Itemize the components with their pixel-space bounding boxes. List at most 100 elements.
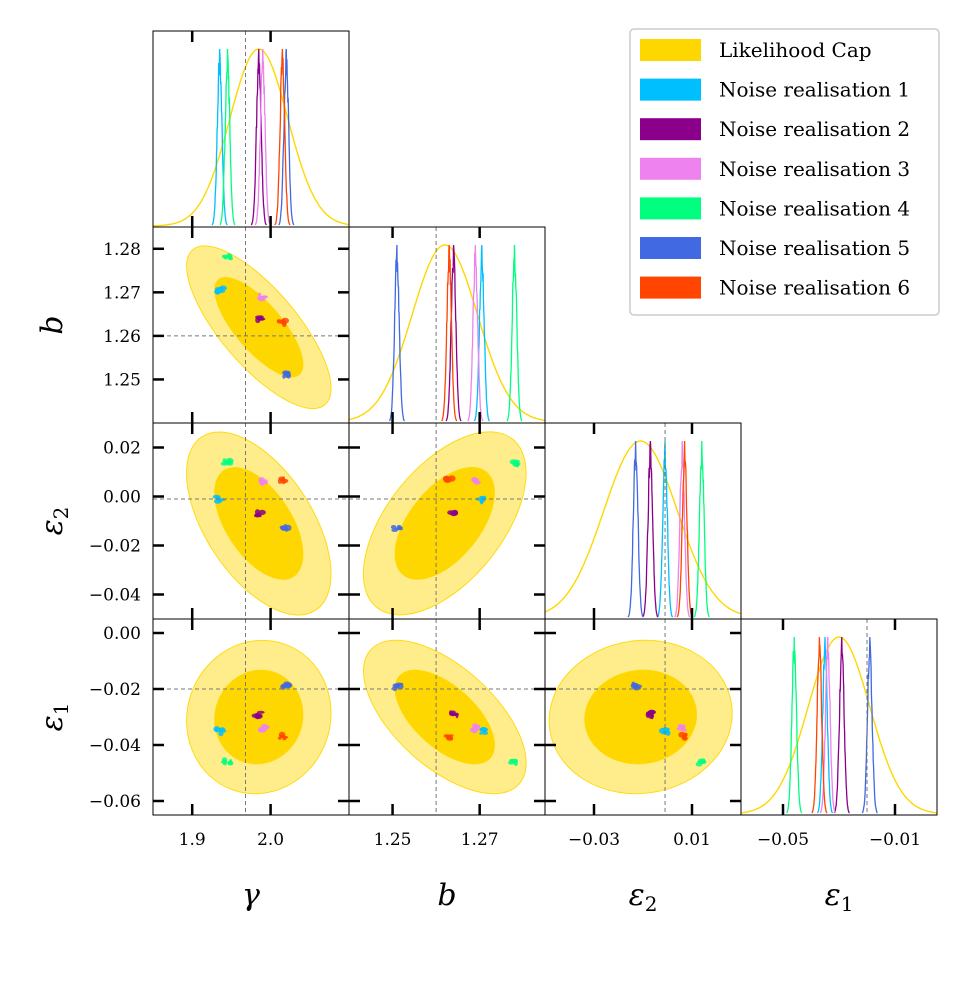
legend-swatch: [640, 78, 701, 101]
blob-b-eps1-r2: [448, 710, 459, 719]
marginal-eps1-r6: [811, 636, 828, 814]
blob-b-eps2-r3: [471, 477, 481, 485]
y-axis-label-b: b: [35, 315, 70, 334]
legend-frame: [629, 28, 940, 316]
blob-eps2-eps1-r5: [630, 681, 642, 691]
x-tick-label-gamma: 1.9: [179, 830, 206, 850]
marginal-b-r5: [388, 244, 405, 422]
blob-b-eps2-r6: [442, 475, 456, 483]
y-tick-label-eps1: −0.06: [89, 792, 141, 812]
y-tick-label-b: 1.27: [103, 283, 141, 303]
legend: Likelihood Cap Noise realisation 1 Noise r…: [629, 28, 940, 316]
cap-marginal-eps2: [545, 440, 741, 615]
legend-entry: Noise realisation 1: [719, 78, 910, 102]
blob-gamma-eps2-r3: [258, 477, 268, 486]
cap-contour-68: [214, 467, 304, 580]
marginal-eps2-r6: [676, 440, 693, 618]
marginal-gamma-r6: [274, 48, 291, 226]
legend-swatch: [640, 118, 701, 141]
blob-gamma-b-r4: [221, 253, 233, 261]
cap-marginal-gamma: [153, 48, 349, 227]
marginal-gamma-r4: [219, 48, 236, 226]
legend-swatch: [640, 237, 701, 259]
legend-entry: Likelihood Cap: [719, 38, 872, 62]
panel-b-b: [348, 226, 546, 424]
blob-b-eps1-r5: [392, 682, 404, 692]
blob-gamma-b-r2: [255, 315, 266, 324]
marginal-eps1-r2: [833, 636, 850, 814]
x-axis-label-b: b: [437, 878, 456, 913]
cap-marginal-b: [349, 244, 545, 422]
legend-entry: Noise realisation 3: [719, 157, 910, 181]
marginal-eps1-r4: [786, 636, 803, 814]
x-tick-label-eps2: 0.01: [673, 830, 711, 850]
panel-eps2-eps1: [544, 618, 742, 816]
blob-gamma-eps1-r6: [277, 731, 288, 741]
y-tick-label-eps2: −0.02: [89, 537, 141, 557]
blob-b-eps2-r2: [447, 509, 459, 517]
x-tick-label-eps1: −0.01: [869, 830, 921, 850]
marginal-eps2-r4: [693, 440, 710, 618]
blob-b-eps2-r4: [509, 459, 521, 468]
marginal-gamma-r2: [250, 48, 267, 226]
blob-gamma-eps1-r2: [251, 710, 265, 720]
marginal-eps1-r5: [861, 636, 878, 814]
blob-eps2-eps1-r1: [658, 727, 671, 736]
x-tick-label-b: 1.27: [461, 830, 499, 850]
panel-frame: [740, 618, 938, 816]
blob-gamma-eps2-r5: [279, 524, 292, 532]
blob-gamma-b-r6: [276, 317, 290, 328]
x-axis-label-eps1: ε1: [825, 878, 854, 916]
legend-swatch: [640, 39, 701, 61]
blob-gamma-eps1-r3: [257, 723, 270, 733]
x-axis-label-gamma: γ: [242, 878, 260, 913]
x-axis-label-eps2: ε2: [629, 878, 658, 916]
marginal-eps2-r5: [627, 440, 644, 618]
panel-eps2-eps2: [544, 422, 742, 620]
marginal-eps2-r3: [674, 440, 691, 618]
y-tick-label-eps2: −0.04: [89, 586, 141, 606]
legend-entry: Noise realisation 5: [719, 236, 910, 260]
panel-gamma-eps2: [152, 422, 350, 620]
blob-eps2-eps1-r6: [678, 731, 688, 741]
blob-eps2-eps1-r4: [695, 758, 707, 767]
panel-gamma-gamma: [152, 30, 350, 228]
blob-eps2-eps1-r2: [645, 709, 656, 720]
blob-gamma-b-r3: [256, 292, 269, 302]
marginal-gamma-r5: [278, 48, 295, 226]
cap-contour-68: [394, 467, 495, 580]
y-tick-label-eps2: 0.00: [103, 488, 141, 508]
marginal-gamma-r1: [211, 48, 228, 226]
panel-b-eps2: [348, 422, 546, 620]
blob-eps2-eps1-r3: [676, 723, 687, 732]
marginal-eps1-r3: [819, 636, 836, 814]
x-tick-label-gamma: 2.0: [257, 830, 284, 850]
legend-swatch: [640, 276, 701, 299]
cap-contour-68: [214, 277, 304, 378]
legend-swatch: [640, 157, 701, 180]
y-tick-label-eps1: −0.04: [89, 736, 141, 756]
legend-entry: Noise realisation 4: [719, 196, 910, 220]
x-tick-label-eps2: −0.03: [568, 830, 620, 850]
panels-layer: [152, 30, 938, 816]
panel-b-eps1: [348, 618, 546, 816]
blob-gamma-eps2-r2: [253, 509, 266, 518]
y-tick-label-b: 1.28: [103, 240, 141, 260]
legend-entry: Noise realisation 6: [719, 276, 910, 300]
y-axis-label-eps2: ε2: [35, 507, 73, 536]
marginal-eps1-r1: [816, 636, 834, 814]
blob-b-eps1-r6: [443, 734, 454, 741]
blob-b-eps2-r5: [390, 524, 403, 532]
cap-contour-68: [394, 669, 495, 765]
marginal-b-r2: [445, 244, 462, 422]
legend-entry: Noise realisation 2: [719, 117, 910, 141]
panel-gamma-b: [152, 226, 350, 424]
blob-gamma-eps1-r4: [220, 757, 234, 766]
cap-contour-68: [584, 669, 698, 765]
panel-eps1-eps1: [740, 618, 938, 816]
marginal-b-r1: [473, 244, 490, 422]
x-tick-label-eps1: −0.05: [757, 830, 809, 850]
panel-frame: [152, 30, 350, 228]
blob-b-eps1-r1: [479, 727, 489, 735]
